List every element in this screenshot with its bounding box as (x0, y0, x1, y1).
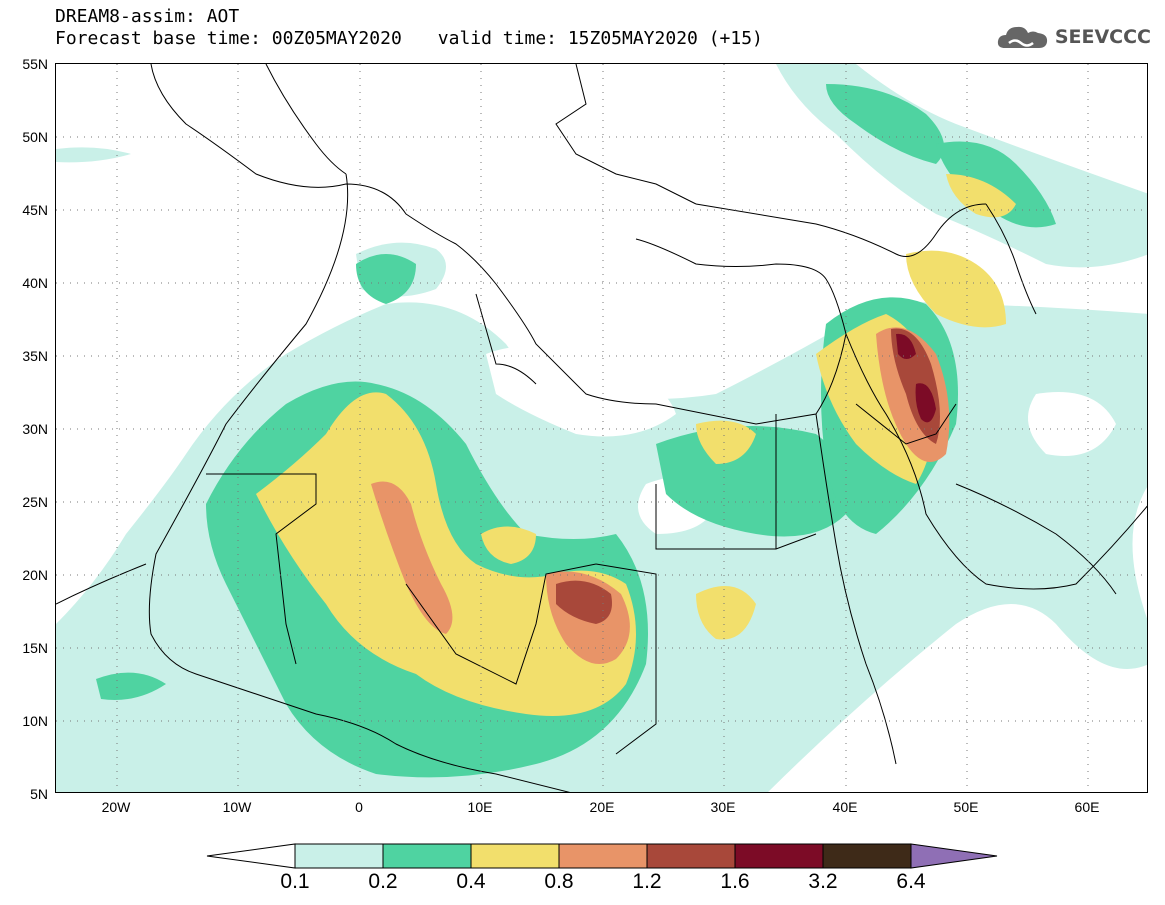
lat-label: 25N (22, 494, 48, 510)
colorbar-label: 0.8 (544, 870, 574, 893)
forecast-base-time: Forecast base time: 00Z05MAY2020 (55, 28, 402, 49)
colorbar-under-triangle (206, 843, 296, 869)
lon-label: 20W (101, 799, 131, 815)
lat-label: 50N (22, 129, 48, 145)
lat-label: 5N (30, 786, 48, 802)
colorbar-box (294, 843, 384, 869)
colorbar-label: 1.2 (632, 870, 662, 893)
colorbar-box (470, 843, 560, 869)
lon-label: 10W (222, 799, 252, 815)
colorbar-box (382, 843, 472, 869)
lon-label: 40E (832, 799, 858, 815)
colorbar-label: 3.2 (808, 870, 838, 893)
colorbar-over-triangle (910, 843, 998, 869)
lon-label: 60E (1074, 799, 1100, 815)
valid-time: valid time: 15Z05MAY2020 (+15) (437, 28, 763, 49)
clear-areas (486, 346, 1147, 792)
lon-label: 30E (710, 799, 736, 815)
colorbar-box (558, 843, 648, 869)
coastlines (56, 64, 1147, 792)
aot-level-1.6 (896, 333, 936, 423)
colorbar-box (734, 843, 824, 869)
lat-label: 15N (22, 640, 48, 656)
colorbar-label: 0.1 (280, 870, 310, 893)
lat-label: 20N (22, 567, 48, 583)
colorbar-label: 0.2 (368, 870, 398, 893)
map-title: DREAM8-assim: AOT (55, 6, 240, 27)
lat-label: 30N (22, 421, 48, 437)
lon-label: 50E (953, 799, 979, 815)
cloud-icon (997, 26, 1047, 48)
lat-label: 55N (22, 56, 48, 72)
lon-label: 20E (589, 799, 615, 815)
lat-label: 35N (22, 348, 48, 364)
lat-label: 45N (22, 202, 48, 218)
lat-label: 10N (22, 713, 48, 729)
lon-label: 10E (467, 799, 493, 815)
colorbar-box (646, 843, 736, 869)
gridlines (56, 64, 1147, 792)
lat-label: 40N (22, 275, 48, 291)
colorbar-label: 0.4 (456, 870, 486, 893)
colorbar-label: 6.4 (896, 870, 926, 893)
lon-label: 0 (355, 799, 363, 815)
colorbar-label: 1.6 (720, 870, 750, 893)
logo-text: SEEVCCC (1054, 26, 1151, 48)
colorbar-box (822, 843, 912, 869)
colorbar (206, 843, 998, 869)
time-info: Forecast base time: 00Z05MAY2020 valid ti… (55, 29, 763, 49)
seevccc-logo: SEEVCCC (995, 22, 1151, 52)
aot-map (55, 63, 1148, 793)
